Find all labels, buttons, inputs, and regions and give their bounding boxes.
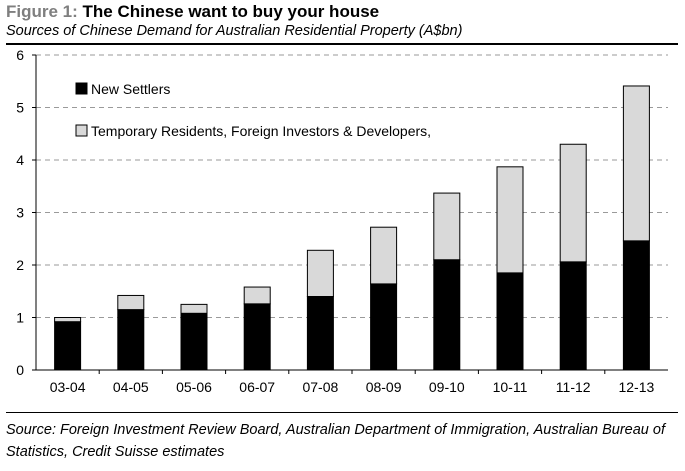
bar-temporary-residents — [180, 303, 208, 314]
bar-new-settlers — [433, 259, 461, 371]
bar-temporary-residents — [243, 286, 271, 305]
bar-temporary-residents — [370, 226, 398, 285]
bar-new-settlers — [559, 261, 587, 371]
x-tick-label: 04-05 — [113, 379, 149, 395]
y-tick-label: 0 — [16, 362, 24, 378]
bar-temporary-residents — [117, 294, 145, 311]
legend-swatch-temporary — [75, 124, 88, 137]
y-tick-label: 2 — [16, 257, 24, 273]
bar-temporary-residents — [433, 192, 461, 261]
bar-temporary-residents — [306, 249, 334, 298]
figure-title: Figure 1: The Chinese want to buy your h… — [6, 2, 379, 22]
bar-new-settlers — [496, 272, 524, 371]
figure-subtitle: Sources of Chinese Demand for Australian… — [6, 23, 463, 39]
bar-new-settlers — [54, 321, 82, 371]
top-rule — [6, 43, 678, 45]
x-tick-label: 08-09 — [366, 379, 402, 395]
x-tick-label: 11-12 — [556, 379, 591, 395]
figure-title-text: The Chinese want to buy your house — [82, 2, 380, 21]
legend-swatch-new-settlers — [75, 82, 88, 95]
source-note: Source: Foreign Investment Review Board,… — [6, 422, 665, 460]
bar-new-settlers — [306, 296, 334, 371]
bottom-rule — [6, 412, 678, 413]
x-tick-label: 06-07 — [239, 379, 275, 395]
y-tick-label: 3 — [16, 205, 24, 221]
x-tick-label: 10-11 — [493, 379, 528, 395]
stacked-bar-chart: 0 1 2 3 4 5 6 03-04 04-05 05-06 06-07 07-08 08-09 09-… — [16, 47, 668, 395]
bar-new-settlers — [117, 309, 145, 371]
bar-temporary-residents — [622, 85, 650, 242]
bar-new-settlers — [180, 312, 208, 371]
bar-new-settlers — [243, 303, 271, 371]
figure-label: Figure 1: — [6, 2, 78, 21]
bar-temporary-residents — [496, 166, 524, 274]
x-tick-label: 12-13 — [618, 379, 654, 395]
bar-temporary-residents — [559, 143, 587, 263]
x-tick-label: 05-06 — [176, 379, 212, 395]
y-tick-label: 4 — [16, 152, 24, 168]
legend-label-temporary: Temporary Residents, Foreign Investors &… — [91, 123, 431, 139]
y-tick-label: 1 — [16, 310, 24, 326]
bar-new-settlers — [370, 283, 398, 371]
x-tick-label: 03-04 — [50, 379, 86, 395]
bar-new-settlers — [622, 240, 650, 371]
y-tick-label: 6 — [16, 47, 24, 63]
y-tick-label: 5 — [16, 100, 24, 116]
x-tick-label: 07-08 — [302, 379, 338, 395]
x-tick-label: 09-10 — [429, 379, 465, 395]
bar-temporary-residents — [54, 317, 82, 323]
legend-label-new-settlers: New Settlers — [91, 81, 170, 97]
